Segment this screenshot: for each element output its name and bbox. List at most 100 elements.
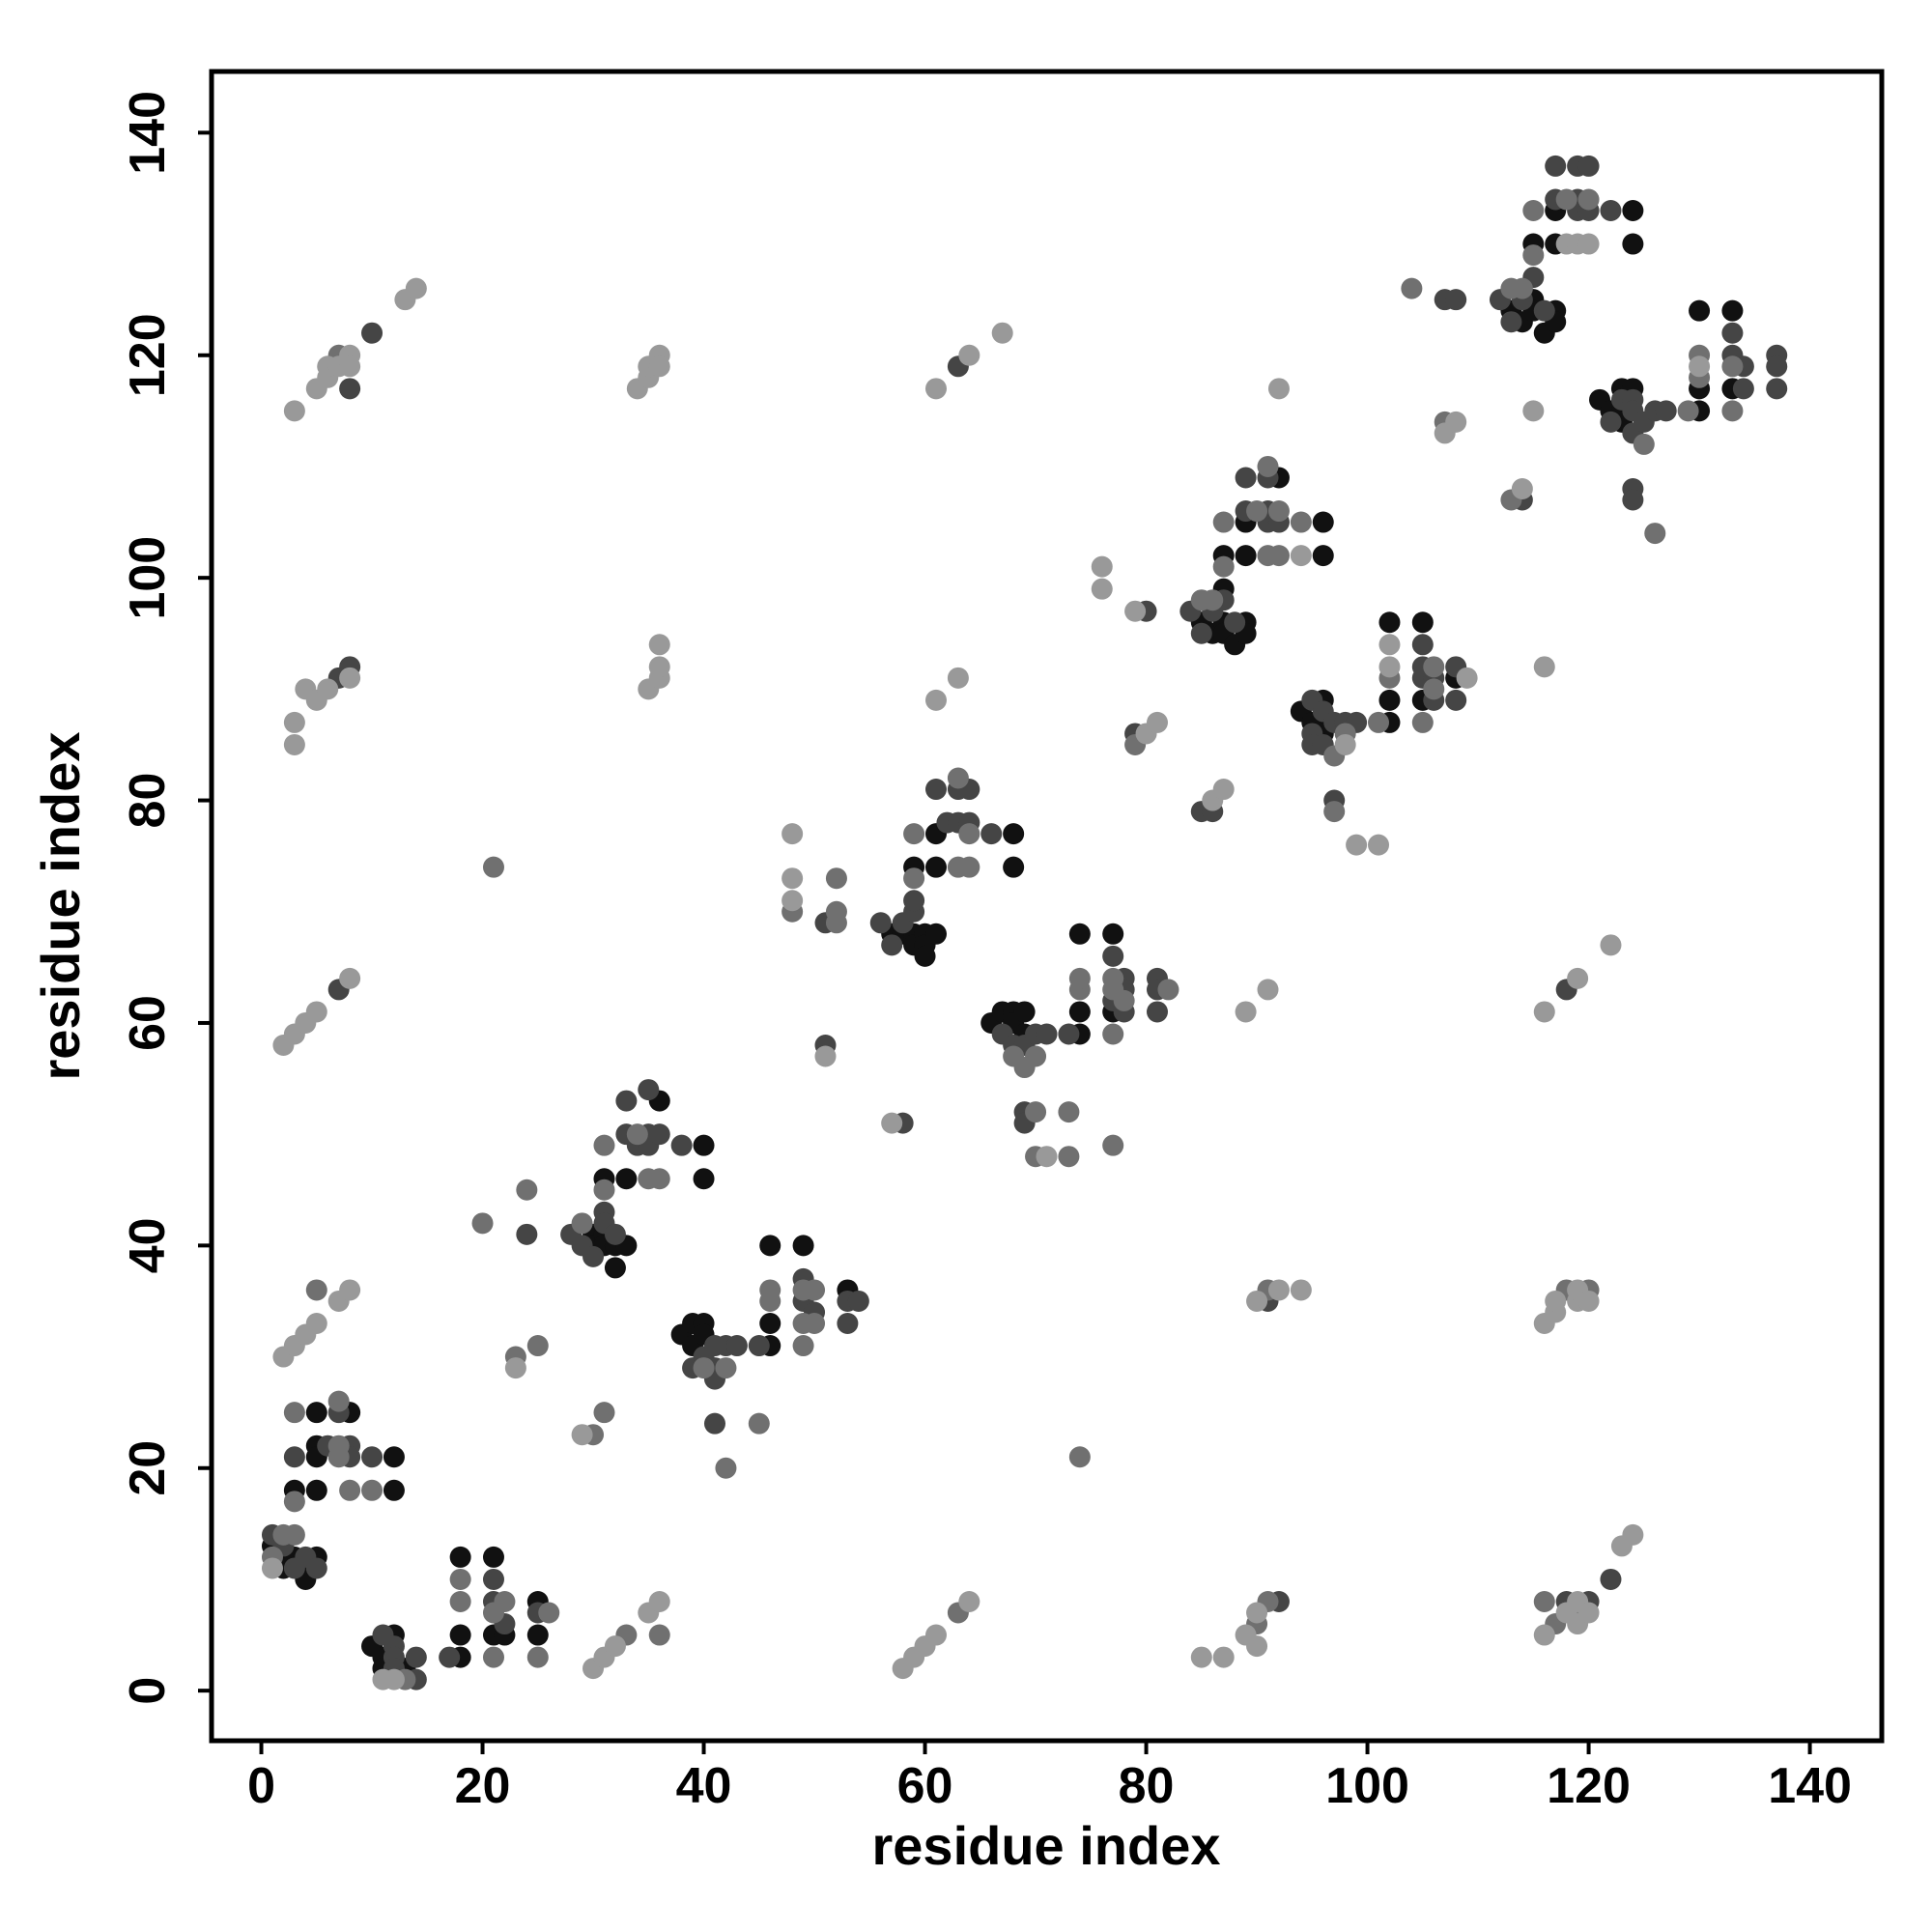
point <box>715 1457 737 1479</box>
point <box>725 1335 748 1357</box>
point <box>1766 355 1788 378</box>
y-axis-label: residue index <box>30 731 91 1080</box>
point <box>1147 1001 1169 1023</box>
point <box>1246 1635 1268 1658</box>
point <box>526 1624 549 1646</box>
point <box>516 1223 538 1245</box>
point <box>1545 155 1567 177</box>
point <box>869 912 892 934</box>
point <box>903 890 925 912</box>
point <box>924 689 947 711</box>
x-tick-label: 120 <box>1547 1758 1631 1814</box>
point <box>924 1624 947 1646</box>
point <box>759 1313 781 1334</box>
point <box>361 322 384 344</box>
point <box>1036 1146 1058 1168</box>
point <box>1346 834 1368 856</box>
point <box>482 856 504 878</box>
point <box>317 678 339 700</box>
point <box>439 1646 461 1668</box>
point <box>1147 711 1169 733</box>
point <box>759 1235 781 1257</box>
point <box>1633 433 1655 455</box>
point <box>1411 634 1434 656</box>
point <box>1577 233 1600 255</box>
point <box>1224 611 1246 634</box>
point <box>1124 600 1147 622</box>
point <box>305 1001 327 1023</box>
point <box>1190 622 1212 644</box>
point <box>261 1557 283 1579</box>
y-tick-label: 80 <box>120 773 176 829</box>
point <box>1246 500 1268 523</box>
point <box>1368 834 1390 856</box>
point <box>1068 923 1091 945</box>
point <box>670 1134 693 1156</box>
x-tick-label: 100 <box>1325 1758 1409 1814</box>
point <box>1622 233 1644 255</box>
point <box>1456 667 1478 689</box>
point <box>339 1279 361 1301</box>
point <box>1334 733 1356 755</box>
point <box>1732 378 1754 400</box>
point <box>383 1668 405 1690</box>
point <box>804 1279 826 1301</box>
point <box>471 1212 494 1235</box>
point <box>1600 411 1622 433</box>
point <box>703 1412 725 1435</box>
point <box>1622 200 1644 221</box>
point <box>339 667 361 689</box>
point <box>405 1646 427 1668</box>
point <box>327 1390 350 1412</box>
point <box>615 1090 638 1112</box>
point <box>1401 277 1423 299</box>
point <box>693 1134 715 1156</box>
point <box>1445 289 1467 311</box>
point <box>1190 1646 1212 1668</box>
x-tick-label: 0 <box>247 1758 275 1814</box>
point <box>1312 511 1334 533</box>
point <box>648 1591 670 1612</box>
point <box>1445 689 1467 711</box>
point <box>283 1523 305 1546</box>
point <box>1312 545 1334 567</box>
point <box>283 1491 305 1513</box>
point <box>837 1313 859 1334</box>
point <box>1102 923 1124 945</box>
point <box>1267 378 1290 400</box>
point <box>1411 611 1434 634</box>
point <box>825 867 847 890</box>
point <box>1533 656 1555 678</box>
point <box>305 1313 327 1334</box>
point <box>571 1424 593 1446</box>
point <box>305 1402 327 1424</box>
y-tick-label: 40 <box>120 1217 176 1273</box>
point <box>582 1245 605 1267</box>
y-tick-label: 140 <box>120 91 176 175</box>
point <box>924 923 947 945</box>
point <box>482 1646 504 1668</box>
point <box>449 1624 471 1646</box>
point <box>1445 411 1467 433</box>
point <box>1522 400 1545 422</box>
point <box>958 823 980 845</box>
point <box>494 1591 516 1612</box>
point <box>638 1079 660 1101</box>
point <box>1091 555 1113 578</box>
point <box>593 1134 615 1156</box>
point <box>283 1446 305 1468</box>
x-tick-label: 80 <box>1119 1758 1175 1814</box>
point <box>604 1223 626 1245</box>
point <box>792 1335 814 1357</box>
point <box>980 823 1003 845</box>
point <box>958 856 980 878</box>
point <box>1622 489 1644 511</box>
y-tick-label: 0 <box>120 1677 176 1705</box>
point <box>449 1546 471 1568</box>
point <box>604 1635 626 1658</box>
point <box>1721 322 1744 344</box>
point <box>715 1357 737 1379</box>
point <box>593 1402 615 1424</box>
point <box>958 1591 980 1612</box>
